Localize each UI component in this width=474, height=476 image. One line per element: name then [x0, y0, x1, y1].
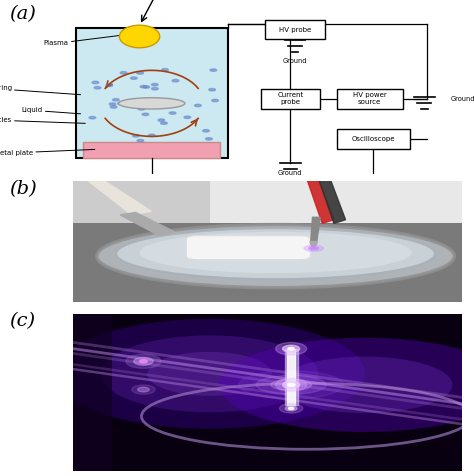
Circle shape: [142, 113, 149, 116]
FancyBboxPatch shape: [261, 89, 320, 109]
Circle shape: [152, 83, 158, 86]
Polygon shape: [307, 178, 334, 223]
Circle shape: [112, 99, 119, 101]
Circle shape: [184, 116, 191, 119]
Text: Ground: Ground: [278, 170, 302, 177]
Circle shape: [210, 69, 217, 71]
FancyBboxPatch shape: [337, 89, 403, 109]
Polygon shape: [120, 212, 174, 236]
Ellipse shape: [147, 352, 272, 396]
Circle shape: [209, 89, 216, 91]
FancyBboxPatch shape: [337, 129, 410, 149]
Circle shape: [288, 347, 294, 350]
Circle shape: [132, 385, 155, 394]
Polygon shape: [85, 178, 151, 215]
Ellipse shape: [118, 98, 185, 109]
Circle shape: [312, 248, 316, 249]
Circle shape: [172, 79, 179, 82]
Circle shape: [137, 72, 144, 74]
Text: Oscilloscope: Oscilloscope: [352, 136, 395, 142]
Text: Ground: Ground: [450, 96, 474, 101]
Ellipse shape: [116, 228, 435, 279]
Polygon shape: [310, 242, 318, 249]
Circle shape: [283, 381, 300, 388]
Circle shape: [288, 384, 295, 386]
Text: Magnetic stirring: Magnetic stirring: [0, 85, 81, 95]
Ellipse shape: [256, 376, 326, 394]
Circle shape: [109, 103, 116, 105]
Text: (a): (a): [9, 5, 36, 23]
Circle shape: [130, 77, 137, 79]
Polygon shape: [319, 178, 346, 223]
Text: Plasma: Plasma: [44, 35, 125, 47]
Ellipse shape: [271, 379, 311, 390]
Circle shape: [288, 407, 294, 409]
Ellipse shape: [278, 357, 452, 413]
Ellipse shape: [100, 336, 319, 412]
Circle shape: [134, 357, 153, 365]
Circle shape: [206, 138, 212, 140]
Ellipse shape: [238, 371, 344, 399]
Circle shape: [162, 69, 168, 71]
Text: HV probe: HV probe: [279, 27, 311, 32]
Text: Ground: Ground: [283, 58, 307, 64]
Ellipse shape: [119, 25, 160, 48]
Circle shape: [137, 139, 144, 142]
Circle shape: [143, 86, 150, 88]
Circle shape: [89, 117, 96, 119]
FancyBboxPatch shape: [73, 181, 210, 223]
Circle shape: [304, 245, 323, 251]
Text: Nanoparticles: Nanoparticles: [0, 117, 85, 123]
Circle shape: [148, 134, 155, 137]
Text: HV power
source: HV power source: [353, 92, 387, 105]
Ellipse shape: [54, 319, 365, 429]
Circle shape: [285, 406, 297, 411]
Circle shape: [280, 404, 303, 413]
Circle shape: [171, 105, 177, 107]
Circle shape: [110, 106, 117, 108]
FancyBboxPatch shape: [190, 181, 462, 223]
Circle shape: [169, 112, 176, 114]
FancyBboxPatch shape: [186, 236, 310, 260]
FancyBboxPatch shape: [83, 142, 220, 158]
Circle shape: [94, 87, 101, 89]
Circle shape: [152, 88, 158, 90]
Circle shape: [131, 104, 138, 106]
Circle shape: [137, 387, 149, 392]
Circle shape: [133, 135, 139, 137]
FancyBboxPatch shape: [73, 314, 112, 471]
Circle shape: [120, 71, 127, 74]
FancyBboxPatch shape: [73, 314, 462, 471]
FancyBboxPatch shape: [76, 28, 228, 158]
Text: (c): (c): [9, 312, 36, 330]
Text: Metal plate: Metal plate: [0, 149, 95, 156]
Circle shape: [92, 81, 99, 84]
Circle shape: [138, 108, 145, 110]
Circle shape: [158, 119, 164, 121]
Circle shape: [309, 247, 319, 250]
FancyBboxPatch shape: [73, 181, 462, 302]
Circle shape: [139, 360, 147, 363]
Circle shape: [126, 354, 161, 368]
Text: (b): (b): [9, 180, 37, 198]
Circle shape: [106, 84, 113, 87]
Ellipse shape: [219, 338, 474, 432]
Circle shape: [118, 102, 124, 105]
Circle shape: [283, 345, 300, 352]
Circle shape: [140, 86, 147, 88]
Text: Liquid: Liquid: [21, 107, 81, 114]
Circle shape: [166, 100, 173, 103]
Circle shape: [203, 129, 210, 132]
Circle shape: [275, 378, 307, 391]
Circle shape: [161, 122, 167, 124]
Circle shape: [275, 342, 307, 355]
Ellipse shape: [139, 232, 411, 273]
Polygon shape: [310, 217, 320, 244]
Text: Current
probe: Current probe: [277, 92, 303, 105]
Ellipse shape: [97, 225, 455, 288]
Circle shape: [212, 99, 219, 102]
Circle shape: [195, 104, 201, 107]
FancyBboxPatch shape: [265, 20, 325, 39]
